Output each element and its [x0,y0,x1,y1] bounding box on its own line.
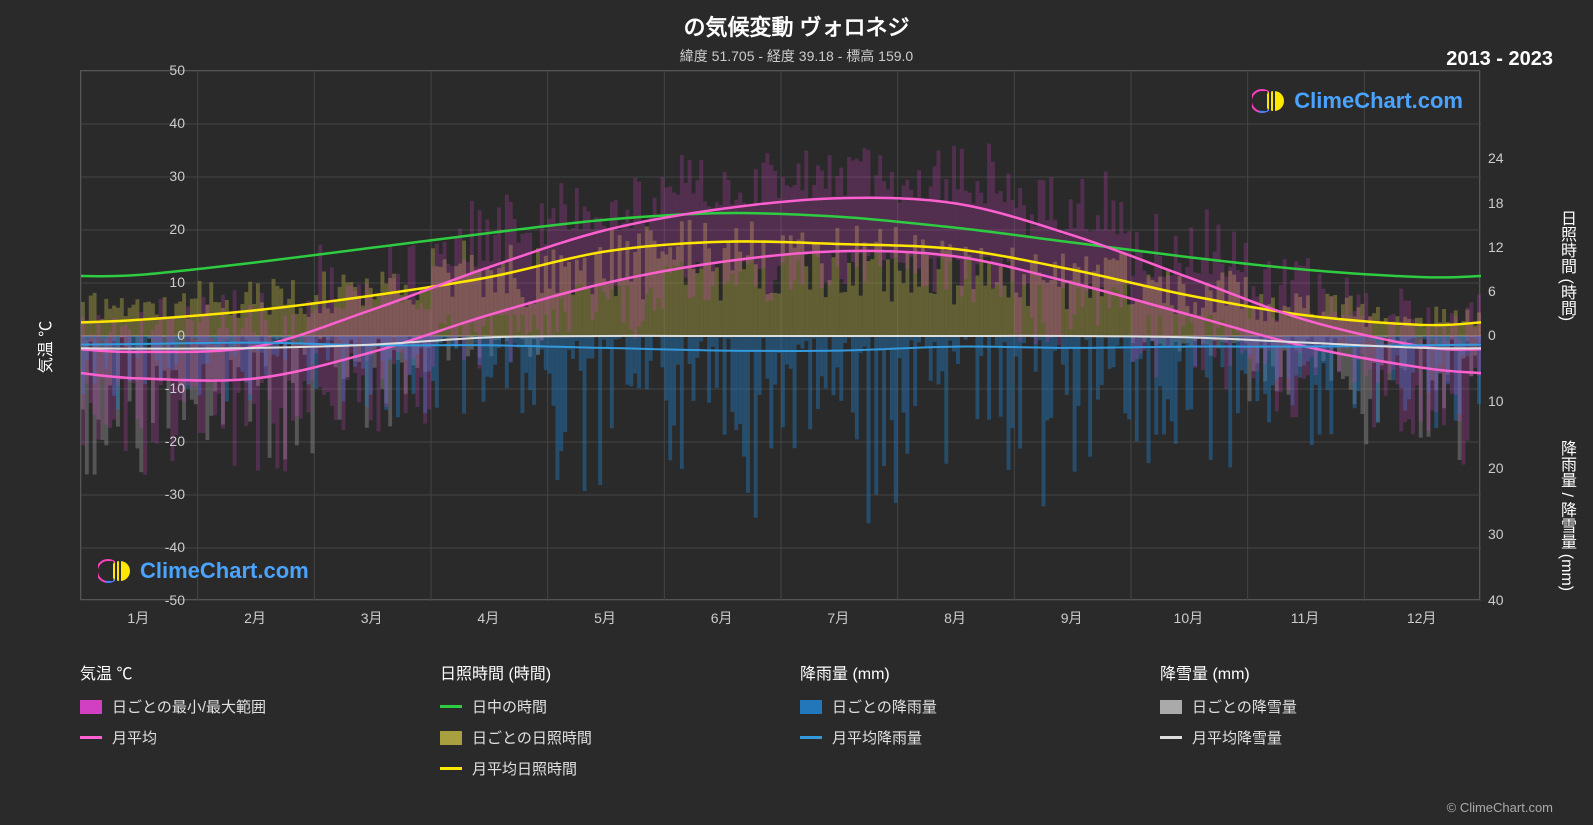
y-tick-left: -30 [85,486,185,502]
legend-item: 月平均日照時間 [440,758,760,779]
y-tick-left: 10 [85,274,185,290]
x-tick-month: 4月 [458,608,518,628]
x-tick-month: 1月 [108,608,168,628]
legend-item: 日ごとの最小/最大範囲 [80,696,400,717]
legend-swatch [440,767,462,770]
y-tick-left: 20 [85,221,185,237]
x-tick-month: 9月 [1042,608,1102,628]
legend-col-snow: 降雪量 (mm) 日ごとの降雪量月平均降雪量 [1160,660,1480,789]
watermark-top: ClimeChart.com [1252,88,1463,114]
y-tick-right-mm: 20 [1488,460,1504,476]
legend-swatch [800,736,822,739]
y-tick-right-mm: 30 [1488,526,1504,542]
legend-label: 日ごとの日照時間 [472,727,592,748]
chart-subtitle: 緯度 51.705 - 経度 39.18 - 標高 159.0 [0,42,1593,66]
legend-item: 日ごとの降雨量 [800,696,1120,717]
legend-item: 日ごとの降雪量 [1160,696,1480,717]
y-tick-right-hours: 6 [1488,283,1496,299]
x-tick-month: 6月 [692,608,752,628]
brand-text: ClimeChart.com [1294,88,1463,114]
x-tick-month: 5月 [575,608,635,628]
x-tick-month: 3月 [342,608,402,628]
climate-chart: の気候変動 ヴォロネジ 緯度 51.705 - 経度 39.18 - 標高 15… [0,0,1593,825]
legend-swatch [1160,700,1182,714]
legend: 気温 ℃ 日ごとの最小/最大範囲月平均 日照時間 (時間) 日中の時間日ごとの日… [80,660,1480,789]
year-range: 2013 - 2023 [1446,48,1553,71]
x-tick-month: 12月 [1392,608,1452,628]
legend-item: 月平均降雨量 [800,727,1120,748]
y-tick-left: 50 [85,62,185,78]
legend-header: 日照時間 (時間) [440,660,760,684]
legend-label: 月平均降雨量 [832,727,922,748]
legend-header: 気温 ℃ [80,660,400,684]
legend-swatch [800,700,822,714]
legend-item: 日中の時間 [440,696,760,717]
chart-title: の気候変動 ヴォロネジ [0,0,1593,42]
x-tick-month: 10月 [1158,608,1218,628]
y-axis-right-top-label: 日照時間 (時間) [1554,210,1578,321]
y-tick-right-mm: 40 [1488,592,1504,608]
x-tick-month: 7月 [808,608,868,628]
legend-swatch [1160,736,1182,739]
y-tick-left: 0 [85,327,185,343]
legend-swatch [440,705,462,708]
legend-item: 日ごとの日照時間 [440,727,760,748]
y-tick-left: 40 [85,115,185,131]
y-tick-left: -20 [85,433,185,449]
legend-item: 月平均 [80,727,400,748]
legend-label: 日ごとの降雨量 [832,696,937,717]
y-tick-left: -50 [85,592,185,608]
legend-label: 日ごとの最小/最大範囲 [112,696,266,717]
x-tick-month: 11月 [1275,608,1335,628]
watermark-bottom: ClimeChart.com [98,558,309,584]
y-tick-left: -10 [85,380,185,396]
legend-col-sunshine: 日照時間 (時間) 日中の時間日ごとの日照時間月平均日照時間 [440,660,760,789]
brand-text: ClimeChart.com [140,558,309,584]
legend-swatch [80,700,102,714]
plot-svg [81,71,1481,601]
legend-col-rain: 降雨量 (mm) 日ごとの降雨量月平均降雨量 [800,660,1120,789]
legend-label: 月平均 [112,727,157,748]
legend-label: 日ごとの降雪量 [1192,696,1297,717]
plot-area [80,70,1480,600]
x-tick-month: 2月 [225,608,285,628]
y-tick-left: 30 [85,168,185,184]
y-tick-right-hours: 12 [1488,239,1504,255]
brand-icon [98,558,134,584]
y-tick-right-hours: 0 [1488,327,1496,343]
y-tick-right-hours: 18 [1488,195,1504,211]
y-tick-right-hours: 24 [1488,150,1504,166]
legend-label: 月平均日照時間 [472,758,577,779]
y-axis-right-bottom-label: 降雨量 / 降雪量 (mm) [1554,440,1578,591]
legend-swatch [440,731,462,745]
brand-icon [1252,88,1288,114]
x-tick-month: 8月 [925,608,985,628]
legend-label: 月平均降雪量 [1192,727,1282,748]
legend-item: 月平均降雪量 [1160,727,1480,748]
legend-col-temp: 気温 ℃ 日ごとの最小/最大範囲月平均 [80,660,400,789]
y-tick-left: -40 [85,539,185,555]
y-axis-left-label: 気温 ℃ [32,321,56,373]
legend-swatch [80,736,102,739]
legend-header: 降雨量 (mm) [800,660,1120,684]
copyright: © ClimeChart.com [1447,800,1553,815]
legend-header: 降雪量 (mm) [1160,660,1480,684]
legend-label: 日中の時間 [472,696,547,717]
y-tick-right-mm: 10 [1488,393,1504,409]
